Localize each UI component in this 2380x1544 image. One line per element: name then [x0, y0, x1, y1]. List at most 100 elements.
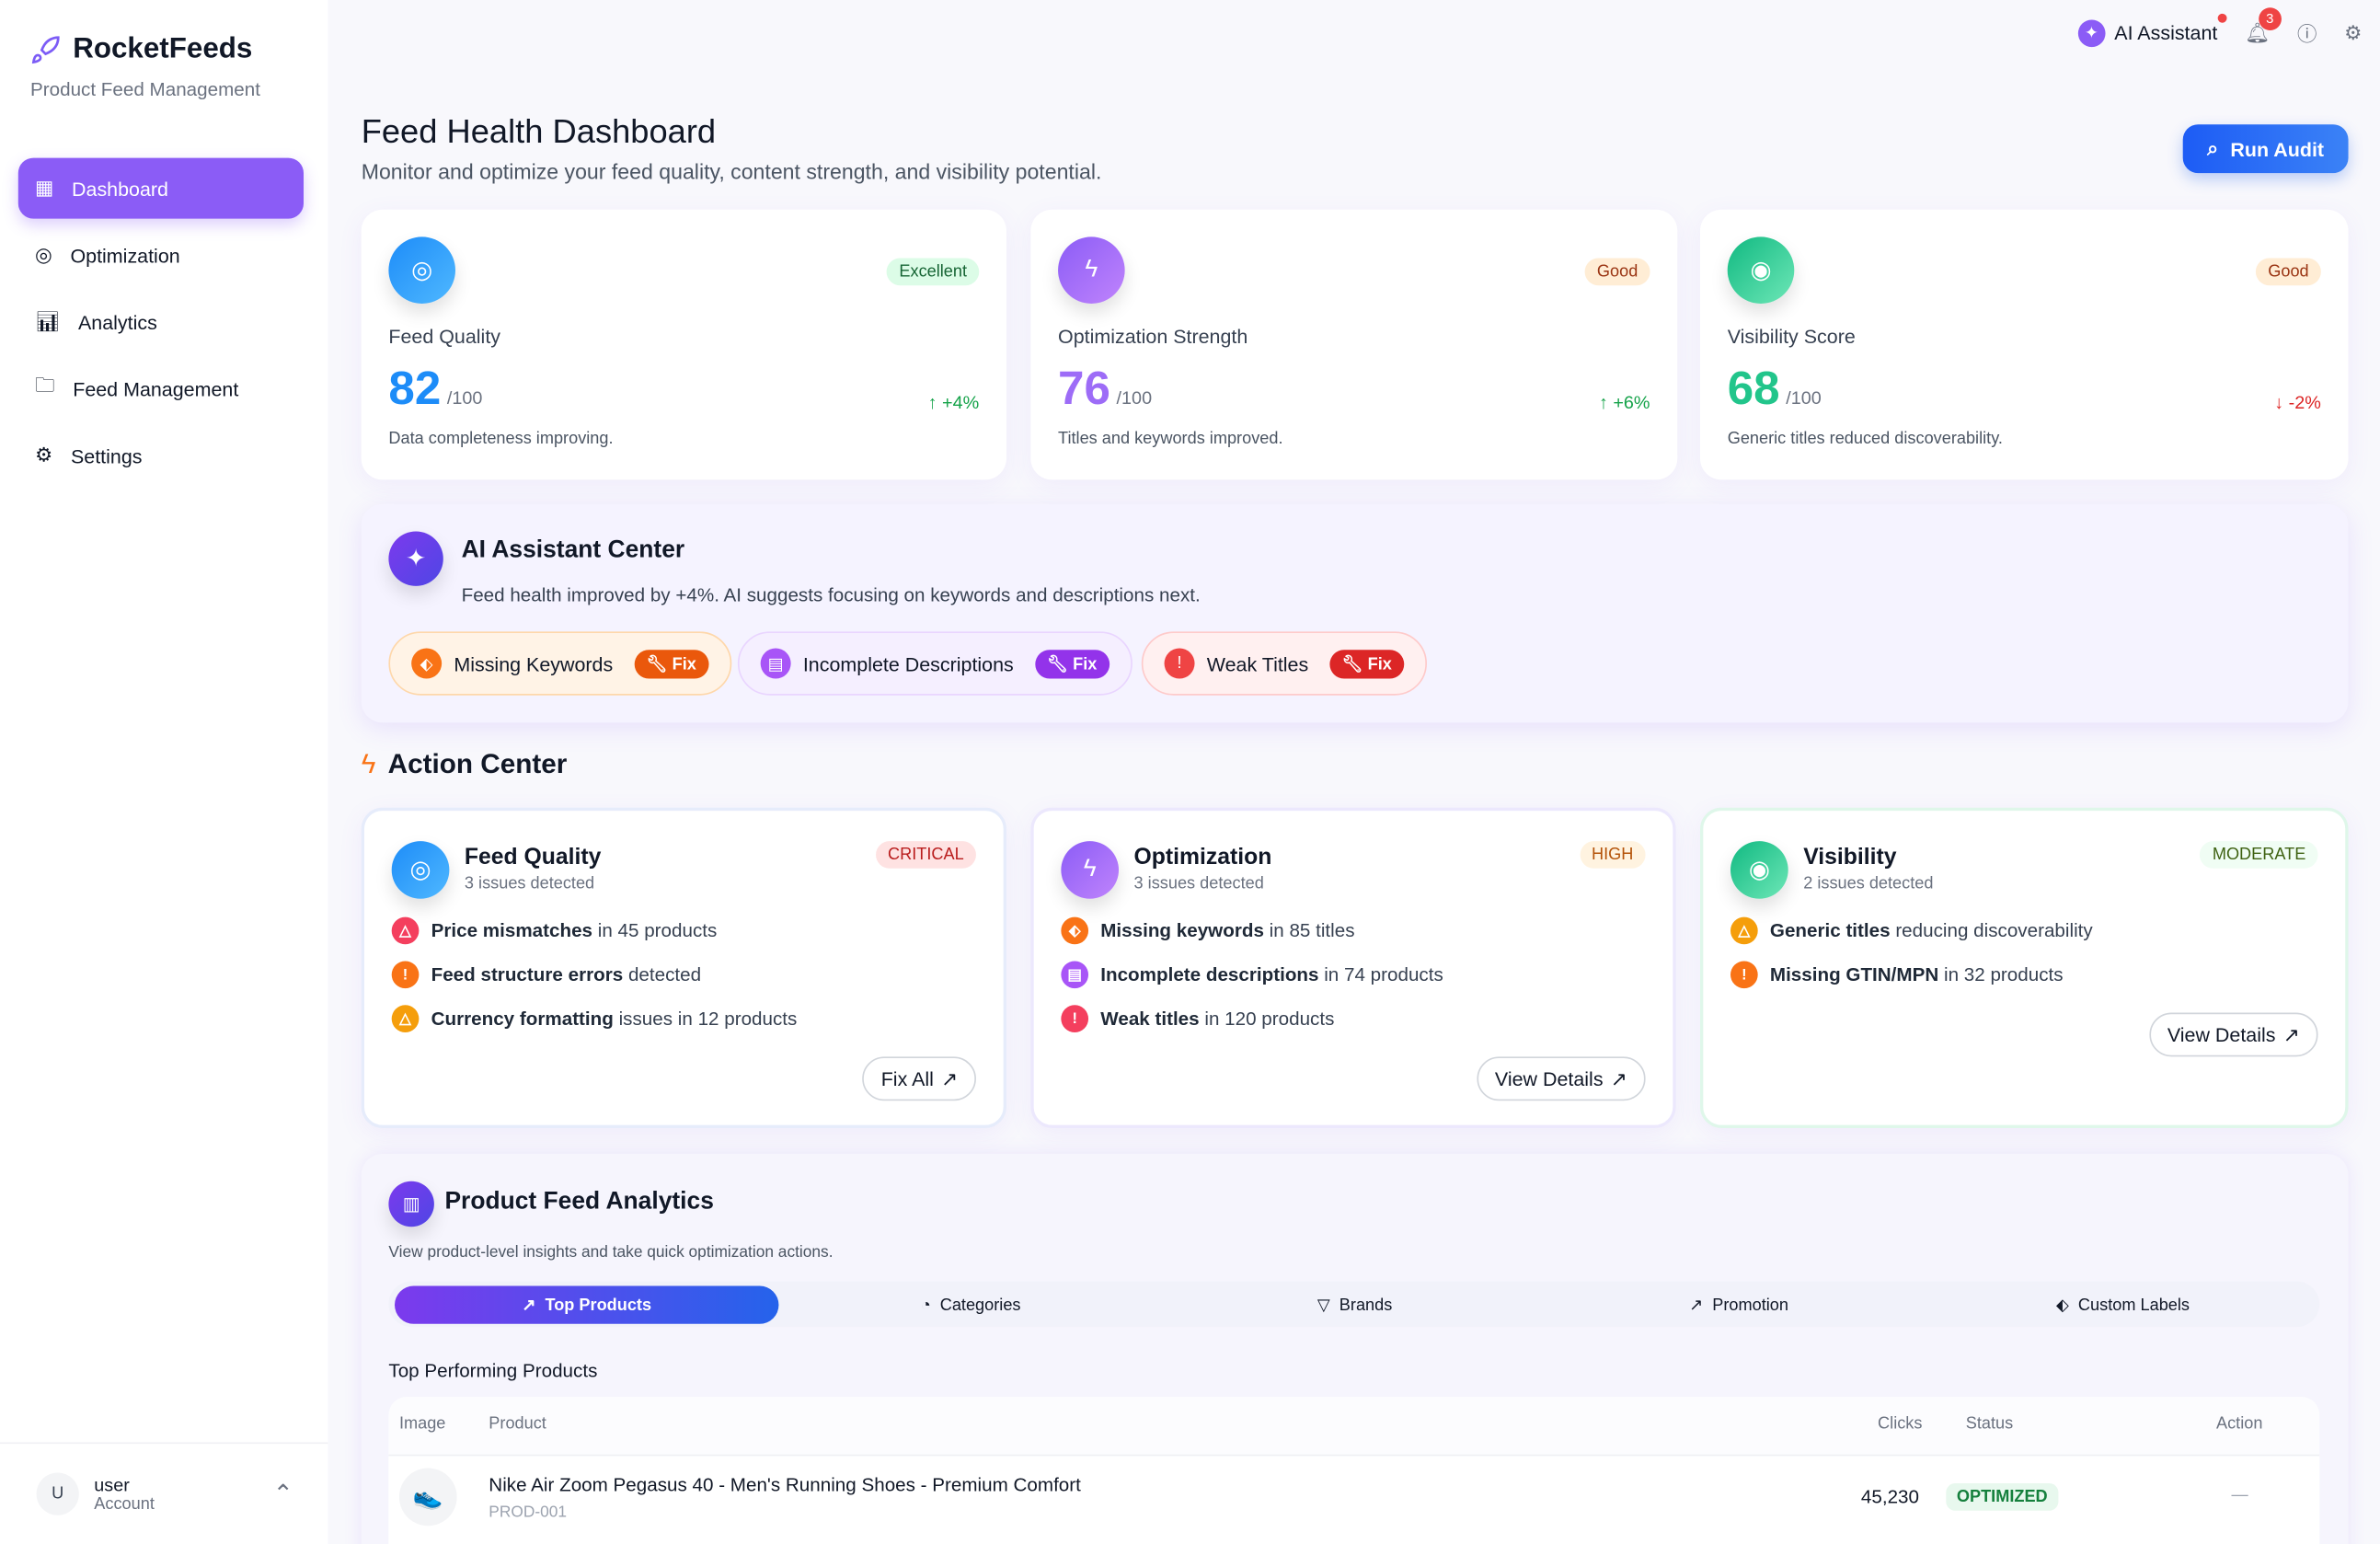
column-header: Clicks [1878, 1414, 1923, 1434]
sidebar-item-analytics[interactable]: 📊︎ Analytics [18, 292, 304, 352]
product-id: PROD-001 [489, 1503, 568, 1522]
stat-desc: Data completeness improving. [388, 429, 614, 448]
tab-custom-labels[interactable]: ⬖ Custom Labels [2056, 1296, 2190, 1315]
card-count: 3 issues detected [464, 874, 595, 893]
target-icon: ◎ [388, 236, 455, 304]
fix-button[interactable]: 🔧︎ Fix [634, 649, 709, 678]
page-title: Feed Health Dashboard [361, 112, 717, 151]
lightning-icon: ϟ [1058, 236, 1125, 304]
warning-icon: △ [391, 1005, 420, 1032]
ai-assistant-button[interactable]: ✦ AI Assistant [2077, 13, 2227, 47]
analytics-tabs: ↗ Top Products ◔ Categories ▽ Brands ↗ Promo… [388, 1281, 2320, 1328]
stat-delta: ↑ +6% [1598, 391, 1650, 413]
status-badge: Good [2256, 258, 2321, 286]
notification-badge: 3 [2258, 6, 2282, 30]
panel-title: Product Feed Analytics [444, 1188, 714, 1215]
brand-tagline: Product Feed Management [30, 78, 260, 100]
sidebar-item-feed-management[interactable]: 🗀 Feed Management [18, 358, 304, 419]
section-heading: Top Performing Products [388, 1360, 598, 1382]
document-icon: ▤ [760, 648, 791, 679]
chip-missing-keywords[interactable]: ⬖ Missing Keywords 🔧︎ Fix [388, 631, 731, 696]
pie-chart-icon: ◔ [920, 1296, 931, 1315]
notifications-button[interactable]: 🔔︎ 3 [2245, 6, 2282, 44]
severity-badge: HIGH [1579, 841, 1646, 869]
sidebar: RocketFeeds Product Feed Management ▦ Das… [0, 0, 328, 1544]
run-audit-label: Run Audit [2230, 137, 2325, 161]
sidebar-item-label: Feed Management [73, 377, 239, 400]
fix-button[interactable]: 🔧︎ Fix [1034, 649, 1110, 678]
user-name: user [94, 1474, 130, 1496]
rocket-icon [31, 36, 60, 64]
status-badge: Excellent [887, 258, 980, 286]
help-icon[interactable]: ⓘ [2296, 22, 2317, 46]
chip-incomplete-descriptions[interactable]: ▤ Incomplete Descriptions 🔧︎ Fix [737, 631, 1133, 696]
column-header: Image [398, 1414, 446, 1434]
target-icon: ◎ [391, 841, 450, 899]
stat-card-optimization-strength: ϟ Good Optimization Strength 76/100 ↑ +6… [1030, 209, 1678, 480]
topbar: ✦ AI Assistant 🔔︎ 3 ⓘ ⚙ [2077, 6, 2363, 47]
table-row[interactable]: 👟 Nike Air Zoom Pegasus 40 - Men's Runni… [388, 1454, 2320, 1544]
tab-top-products[interactable]: ↗ Top Products [395, 1285, 779, 1324]
view-details-button[interactable]: View Details ↗ [1477, 1056, 1646, 1101]
product-clicks: 45,230 [1860, 1486, 1919, 1508]
sidebar-item-dashboard[interactable]: ▦ Dashboard [17, 157, 305, 219]
chip-weak-titles[interactable]: ! Weak Titles 🔧︎ Fix [1141, 631, 1427, 696]
sidebar-item-label: Dashboard [72, 177, 168, 200]
stat-delta: ↑ +4% [927, 391, 980, 413]
product-name[interactable]: Nike Air Zoom Pegasus 40 - Men's Running… [489, 1474, 1081, 1496]
external-link-icon: ↗ [941, 1066, 959, 1089]
column-header: Status [1965, 1414, 2014, 1434]
bar-chart-icon: ▥ [388, 1181, 434, 1227]
product-image: 👟 [398, 1468, 457, 1527]
ai-assistant-center: ✦ AI Assistant Center Feed health improv… [361, 503, 2349, 723]
tab-categories[interactable]: ◔ Categories [920, 1296, 1021, 1315]
view-details-button[interactable]: View Details ↗ [2149, 1012, 2318, 1057]
ai-center-text: Feed health improved by +4%. AI suggests… [461, 584, 1201, 606]
card-count: 3 issues detected [1133, 874, 1264, 893]
issue-item: △ Currency formatting issues in 12 produc… [391, 1005, 797, 1032]
target-icon: ◎ [34, 243, 52, 266]
issue-item: ⬖ Missing keywords in 85 titles [1061, 916, 1355, 945]
products-table: Image Product Clicks Status Action 👟 Nik… [388, 1397, 2320, 1544]
fix-button[interactable]: 🔧︎ Fix [1329, 649, 1405, 678]
sidebar-item-settings[interactable]: ⚙ Settings [18, 425, 304, 486]
issue-item: ! Feed structure errors detected [391, 961, 701, 989]
gear-icon[interactable]: ⚙ [2344, 20, 2363, 44]
run-audit-button[interactable]: ⌕ Run Audit [2182, 124, 2349, 174]
status-dot [2217, 13, 2227, 22]
fix-all-button[interactable]: Fix All ↗ [862, 1056, 976, 1101]
sparkle-icon: ✦ [388, 531, 443, 586]
stat-card-visibility-score: ◉ Good Visibility Score 68/100 ↓ -2% Gen… [1700, 209, 2349, 480]
external-link-icon: ↗ [1610, 1066, 1627, 1089]
chip-label: Weak Titles [1206, 651, 1309, 675]
gear-icon: ⚙ [34, 443, 53, 467]
lightning-icon: ϟ [1061, 841, 1120, 899]
logo[interactable]: RocketFeeds [30, 33, 252, 66]
tag-icon: ⬖ [411, 648, 443, 679]
action-card-optimization: ϟ Optimization 3 issues detected HIGH ⬖ M… [1030, 807, 1676, 1128]
sidebar-item-optimization[interactable]: ◎ Optimization [18, 225, 304, 285]
brand-name: RocketFeeds [73, 33, 253, 65]
tag-icon: ⬖ [2056, 1296, 2070, 1315]
issue-item: △ Price mismatches in 45 products [391, 916, 717, 945]
eye-icon: ◉ [1730, 841, 1788, 899]
tag-icon: ⬖ [1061, 916, 1089, 945]
ai-assistant-label: AI Assistant [2114, 21, 2218, 44]
action-card-feed-quality: ◎ Feed Quality 3 issues detected CRITICA… [361, 807, 1006, 1128]
grid-icon: ▦ [34, 176, 54, 200]
external-link-icon: ↗ [2282, 1022, 2300, 1046]
column-header: Action [2216, 1414, 2263, 1434]
avatar: U [36, 1472, 79, 1515]
card-count: 2 issues detected [1803, 874, 1934, 893]
status-badge: Good [1584, 258, 1650, 286]
tab-promotion[interactable]: ↗ Promotion [1689, 1296, 1788, 1315]
tab-brands[interactable]: ▽ Brands [1316, 1296, 1393, 1315]
stat-value: 68/100 [1727, 361, 1822, 415]
page-subtitle: Monitor and optimize your feed quality, … [361, 159, 1102, 184]
stat-value: 76/100 [1058, 361, 1153, 415]
issue-item: ▤ Incomplete descriptions in 74 products [1061, 961, 1443, 989]
column-header: Product [489, 1414, 546, 1434]
action-placeholder: — [2231, 1486, 2248, 1505]
user-menu[interactable]: U user Account ⌃ [0, 1442, 328, 1544]
warning-icon: △ [1730, 916, 1758, 945]
